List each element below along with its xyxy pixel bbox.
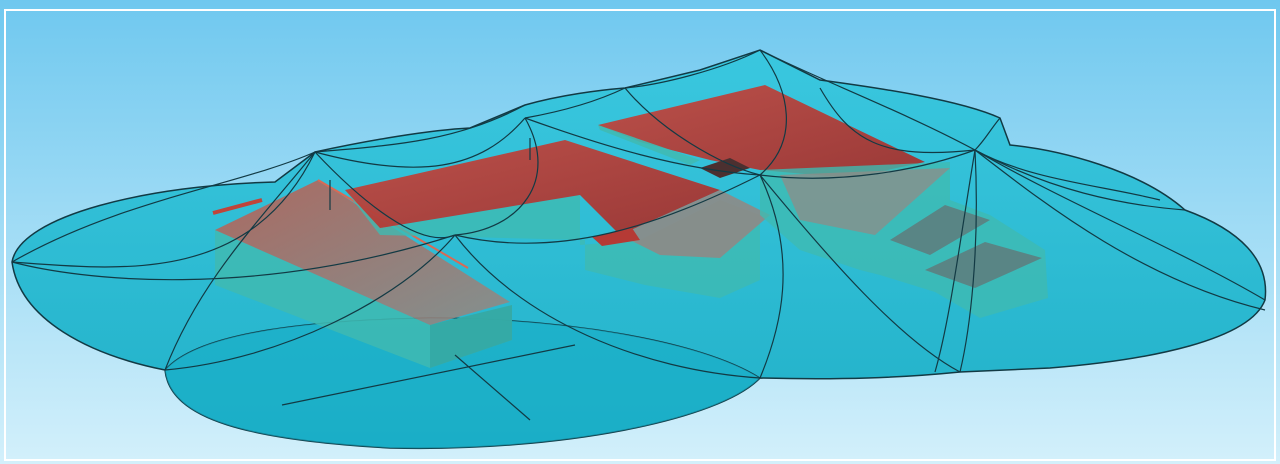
mesh-arc [524,117,761,176]
mesh-arc [974,149,1186,211]
mesh-arc [974,149,1161,201]
mesh-arc [314,104,526,153]
mesh-arc [759,49,976,151]
mesh-arc [759,174,961,373]
mesh-arc [11,151,316,263]
mesh-arc [164,151,316,371]
mesh-arc [934,149,976,373]
image-border [4,9,1276,461]
mesh-arc [454,174,761,244]
building-center-walls [345,190,760,298]
mesh-arc [454,117,539,236]
mesh-arc [819,87,976,154]
mesh-arc [524,87,626,119]
mesh-arc [959,149,977,373]
mesh-line [454,354,531,421]
mesh-arc [974,117,1001,151]
building-small-red-roof [592,228,640,246]
mesh-arc [759,174,784,379]
mesh-line [281,344,576,406]
mesh-arc [624,49,761,89]
building-center-grey-roof [620,190,770,258]
dome-front-shade [165,318,760,449]
mesh-arc [974,149,1266,301]
building-left-eave [212,198,263,215]
mesh-arc [164,234,456,371]
mesh-arc [624,87,761,176]
building-upper-right-strip [598,125,700,165]
building-left-front-wall [430,305,512,368]
mesh-arc [11,151,316,268]
building-left-roof [215,180,510,325]
mesh-arc [759,49,787,176]
building-upper-right-roof [598,85,925,178]
mesh-arc [759,149,976,179]
dome-mesh [11,49,1266,421]
building-dark-recess [700,158,750,178]
mesh-arc [314,117,526,168]
building-right-grey-roof-a [780,168,950,235]
mesh-arc [11,234,456,281]
mesh-arc [974,149,1266,311]
building-right-grey-roof-b [890,205,990,255]
mesh-arc [314,151,456,239]
buildings [212,85,1048,368]
mesh-arc [454,234,761,379]
